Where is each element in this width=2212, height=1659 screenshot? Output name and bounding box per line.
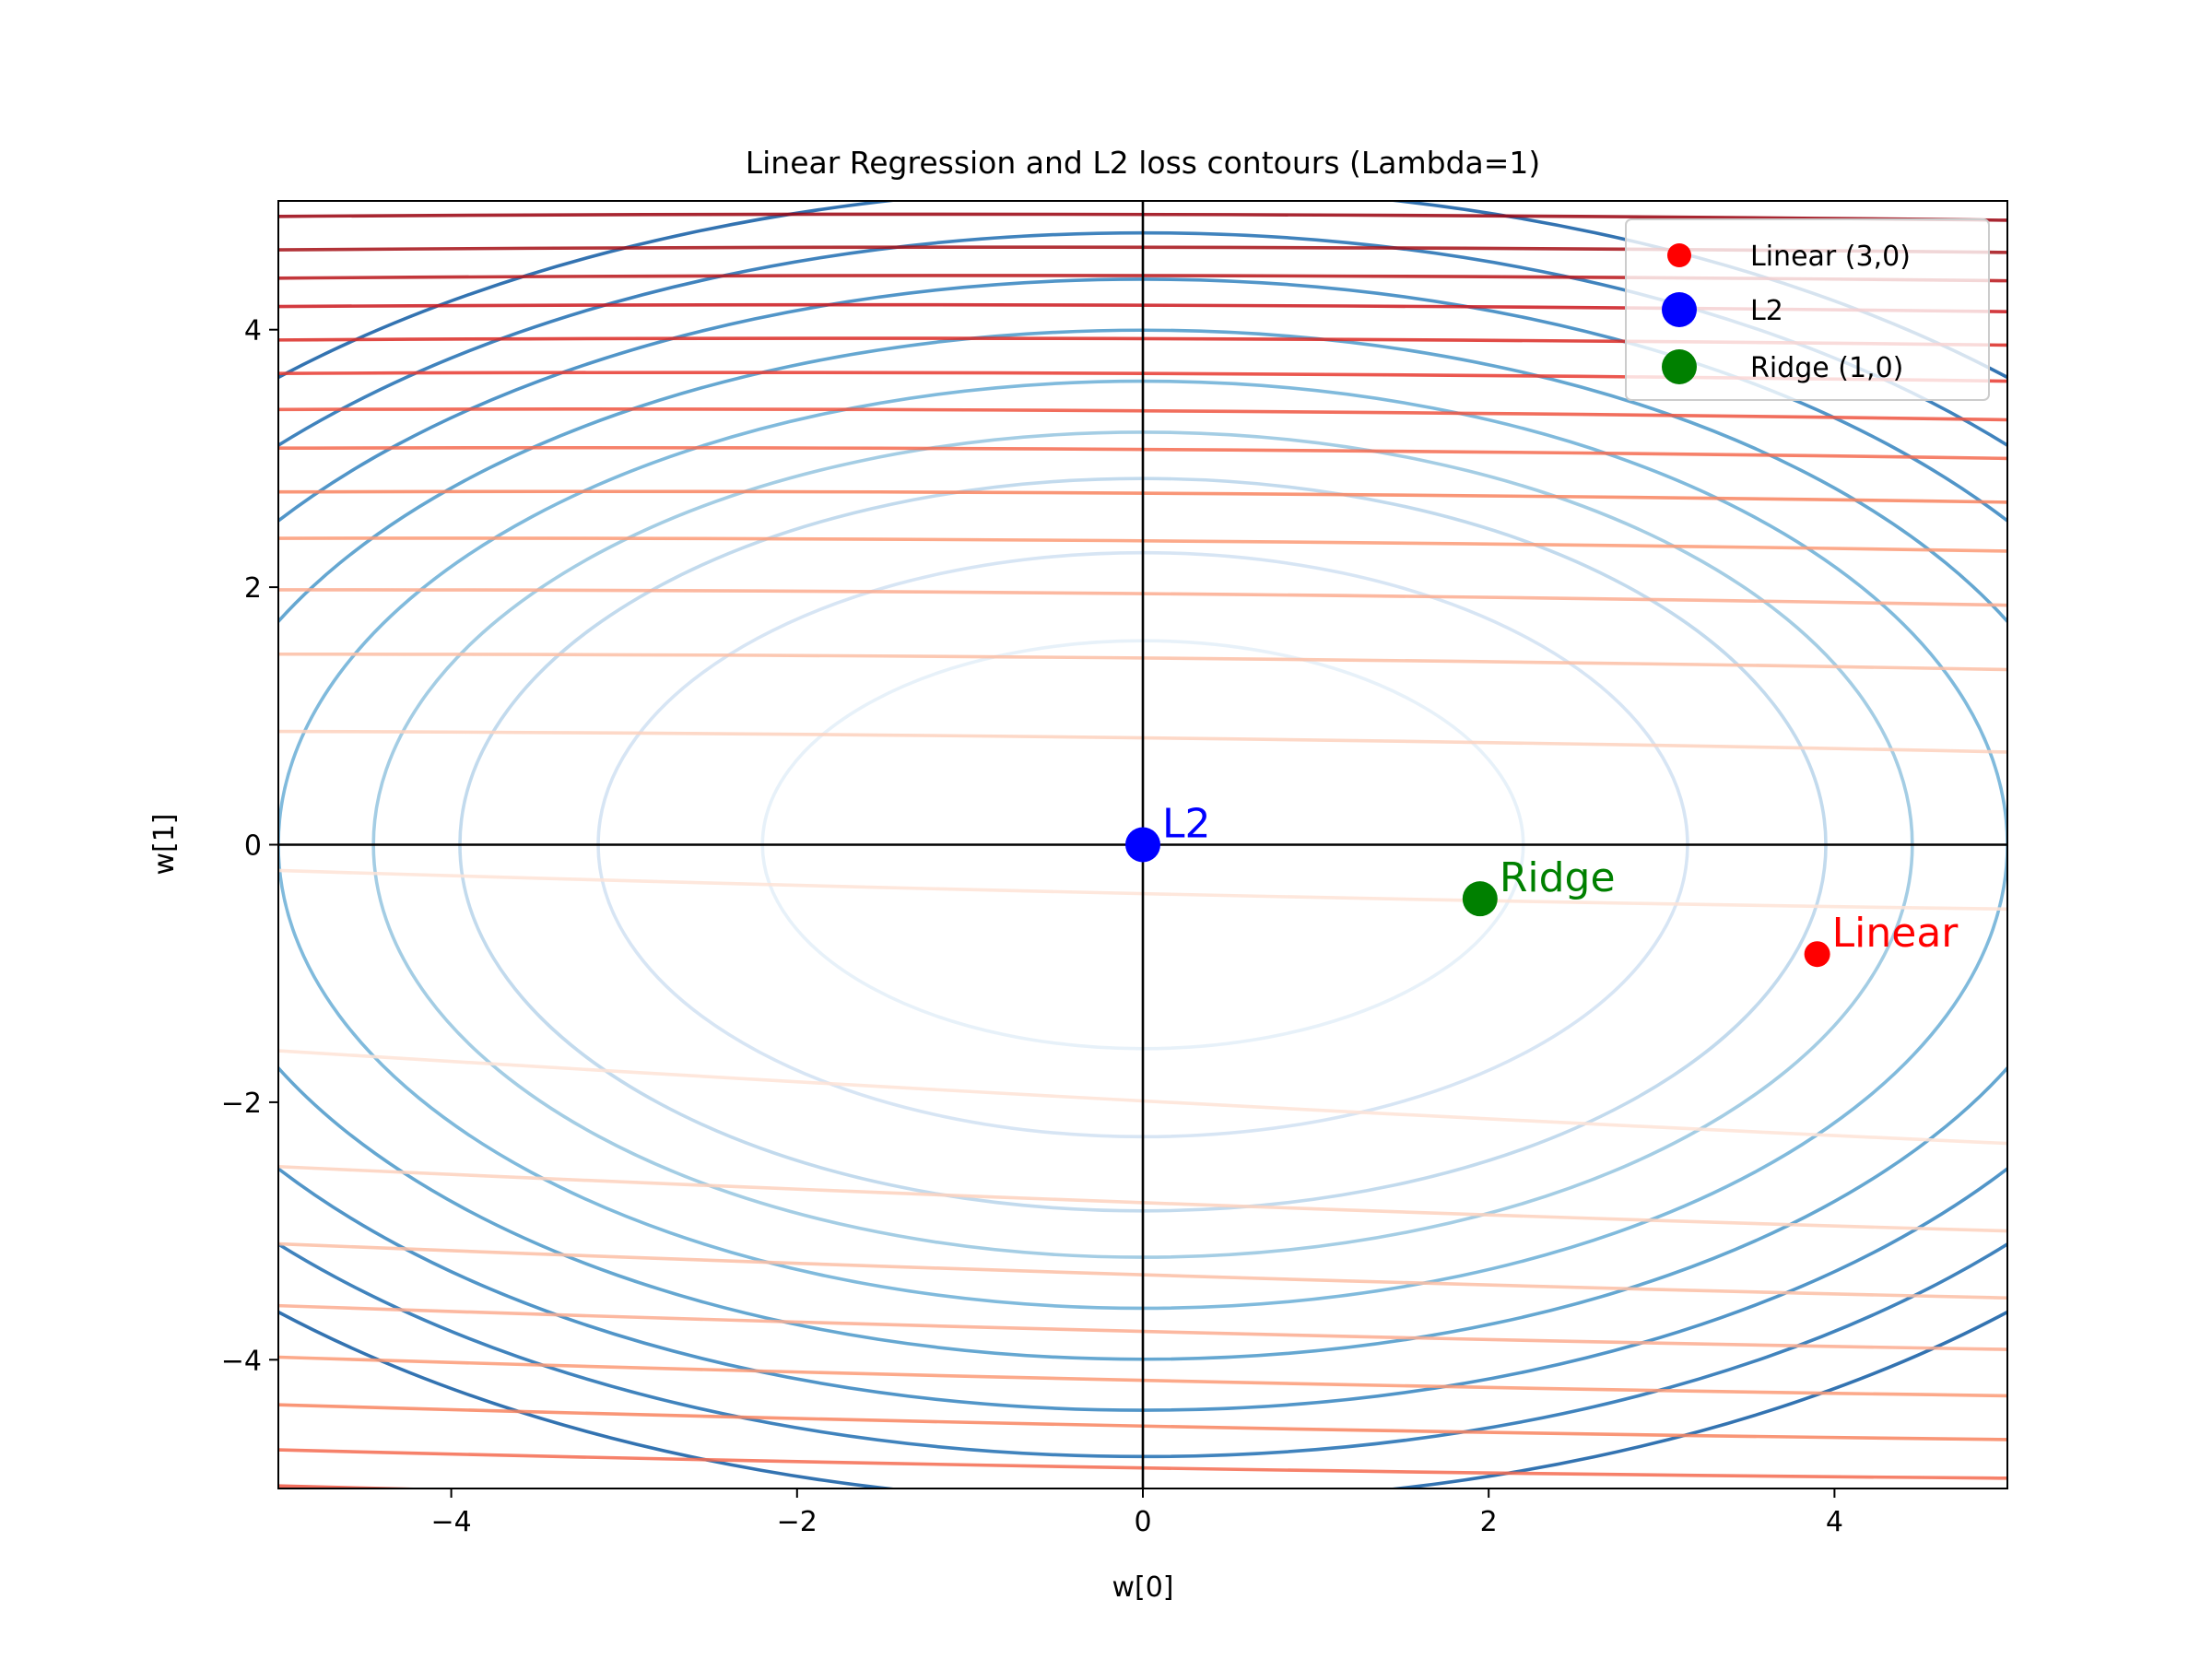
x-tick-label: 2 — [1480, 1506, 1498, 1538]
legend: Linear (3,0) L2 Ridge (1,0) — [1625, 218, 1990, 401]
legend-entries: Linear (3,0) L2 Ridge (1,0) — [1662, 241, 1911, 384]
y-tick-label: −2 — [221, 1088, 262, 1120]
legend-label: Ridge (1,0) — [1750, 352, 1903, 384]
legend-box — [1625, 218, 1990, 401]
legend-label: Linear (3,0) — [1750, 241, 1911, 273]
solution-points — [1125, 827, 1830, 968]
point-labels: Linear L2 Ridge — [1162, 801, 1959, 958]
y-tick-label: 0 — [244, 830, 262, 863]
linear-point-label: Linear — [1832, 910, 1959, 957]
legend-label: L2 — [1750, 295, 1783, 327]
x-tick-label: −2 — [777, 1506, 818, 1538]
y-axis-ticks: −4 −2 0 2 4 — [221, 315, 278, 1377]
linear-point — [1804, 941, 1830, 968]
legend-marker — [1667, 243, 1691, 267]
y-tick-label: 4 — [244, 315, 262, 347]
x-tick-label: 4 — [1826, 1506, 1843, 1538]
ridge-point — [1462, 881, 1498, 917]
x-tick-label: 0 — [1134, 1506, 1151, 1538]
x-axis-ticks: −4 −2 0 2 4 — [430, 1488, 1843, 1538]
l2-point — [1125, 827, 1160, 863]
chart-title: Linear Regression and L2 loss contours (… — [746, 145, 1541, 181]
legend-marker — [1662, 292, 1697, 327]
x-axis-label: w[0] — [1112, 1571, 1173, 1604]
l2-point-label: L2 — [1162, 801, 1211, 848]
legend-marker — [1662, 349, 1697, 384]
y-axis-label: w[1] — [148, 813, 181, 875]
x-tick-label: −4 — [430, 1506, 471, 1538]
y-tick-label: 2 — [244, 572, 262, 605]
ridge-point-label: Ridge — [1500, 854, 1616, 901]
y-tick-label: −4 — [221, 1345, 262, 1377]
